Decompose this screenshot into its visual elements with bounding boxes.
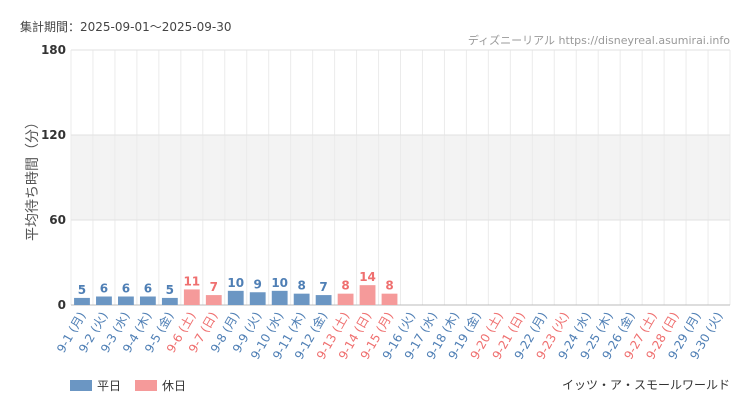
y-tick-label: 180 — [41, 43, 66, 57]
data-label: 8 — [297, 279, 305, 293]
data-label: 5 — [78, 283, 86, 297]
legend-weekday-label: 平日 — [97, 379, 121, 393]
attraction-name: イッツ・ア・スモールワールド — [562, 378, 730, 392]
legend-weekday-swatch — [70, 380, 92, 391]
bar — [118, 296, 134, 305]
bar — [359, 285, 376, 305]
y-tick-label: 60 — [49, 213, 66, 227]
data-label: 6 — [100, 282, 108, 296]
data-label: 6 — [144, 282, 152, 296]
data-label: 10 — [227, 276, 244, 290]
bar — [381, 293, 398, 305]
bar — [337, 293, 354, 305]
data-label: 8 — [385, 279, 393, 293]
bar — [227, 290, 244, 305]
data-label: 9 — [254, 277, 262, 291]
data-label: 11 — [183, 274, 200, 288]
bar — [139, 296, 156, 305]
legend-holiday-label: 休日 — [162, 379, 186, 393]
data-label: 14 — [359, 270, 376, 284]
bar — [315, 295, 332, 305]
bar — [161, 297, 178, 305]
data-label: 10 — [271, 276, 288, 290]
data-label: 5 — [166, 283, 174, 297]
data-label: 8 — [341, 279, 349, 293]
y-axis-label: 平均待ち時間（分） — [25, 115, 41, 241]
source-label: ディズニーリアル https://disneyreal.asumirai.inf… — [468, 33, 730, 47]
y-tick-label: 0 — [58, 298, 66, 312]
legend-holiday-swatch — [135, 380, 157, 391]
y-tick-label: 120 — [41, 128, 66, 142]
data-label: 6 — [122, 282, 130, 296]
data-label: 7 — [319, 280, 327, 294]
period-label: 集計期間：2025-09-01～2025-09-30 — [20, 19, 231, 34]
data-label: 7 — [210, 280, 218, 294]
bar — [249, 292, 266, 305]
bar — [96, 296, 112, 305]
bar — [74, 297, 90, 305]
bar — [183, 289, 200, 305]
bar — [293, 293, 310, 305]
bar — [271, 290, 288, 305]
legend: 平日 休日 — [70, 379, 186, 393]
bar — [205, 295, 222, 305]
